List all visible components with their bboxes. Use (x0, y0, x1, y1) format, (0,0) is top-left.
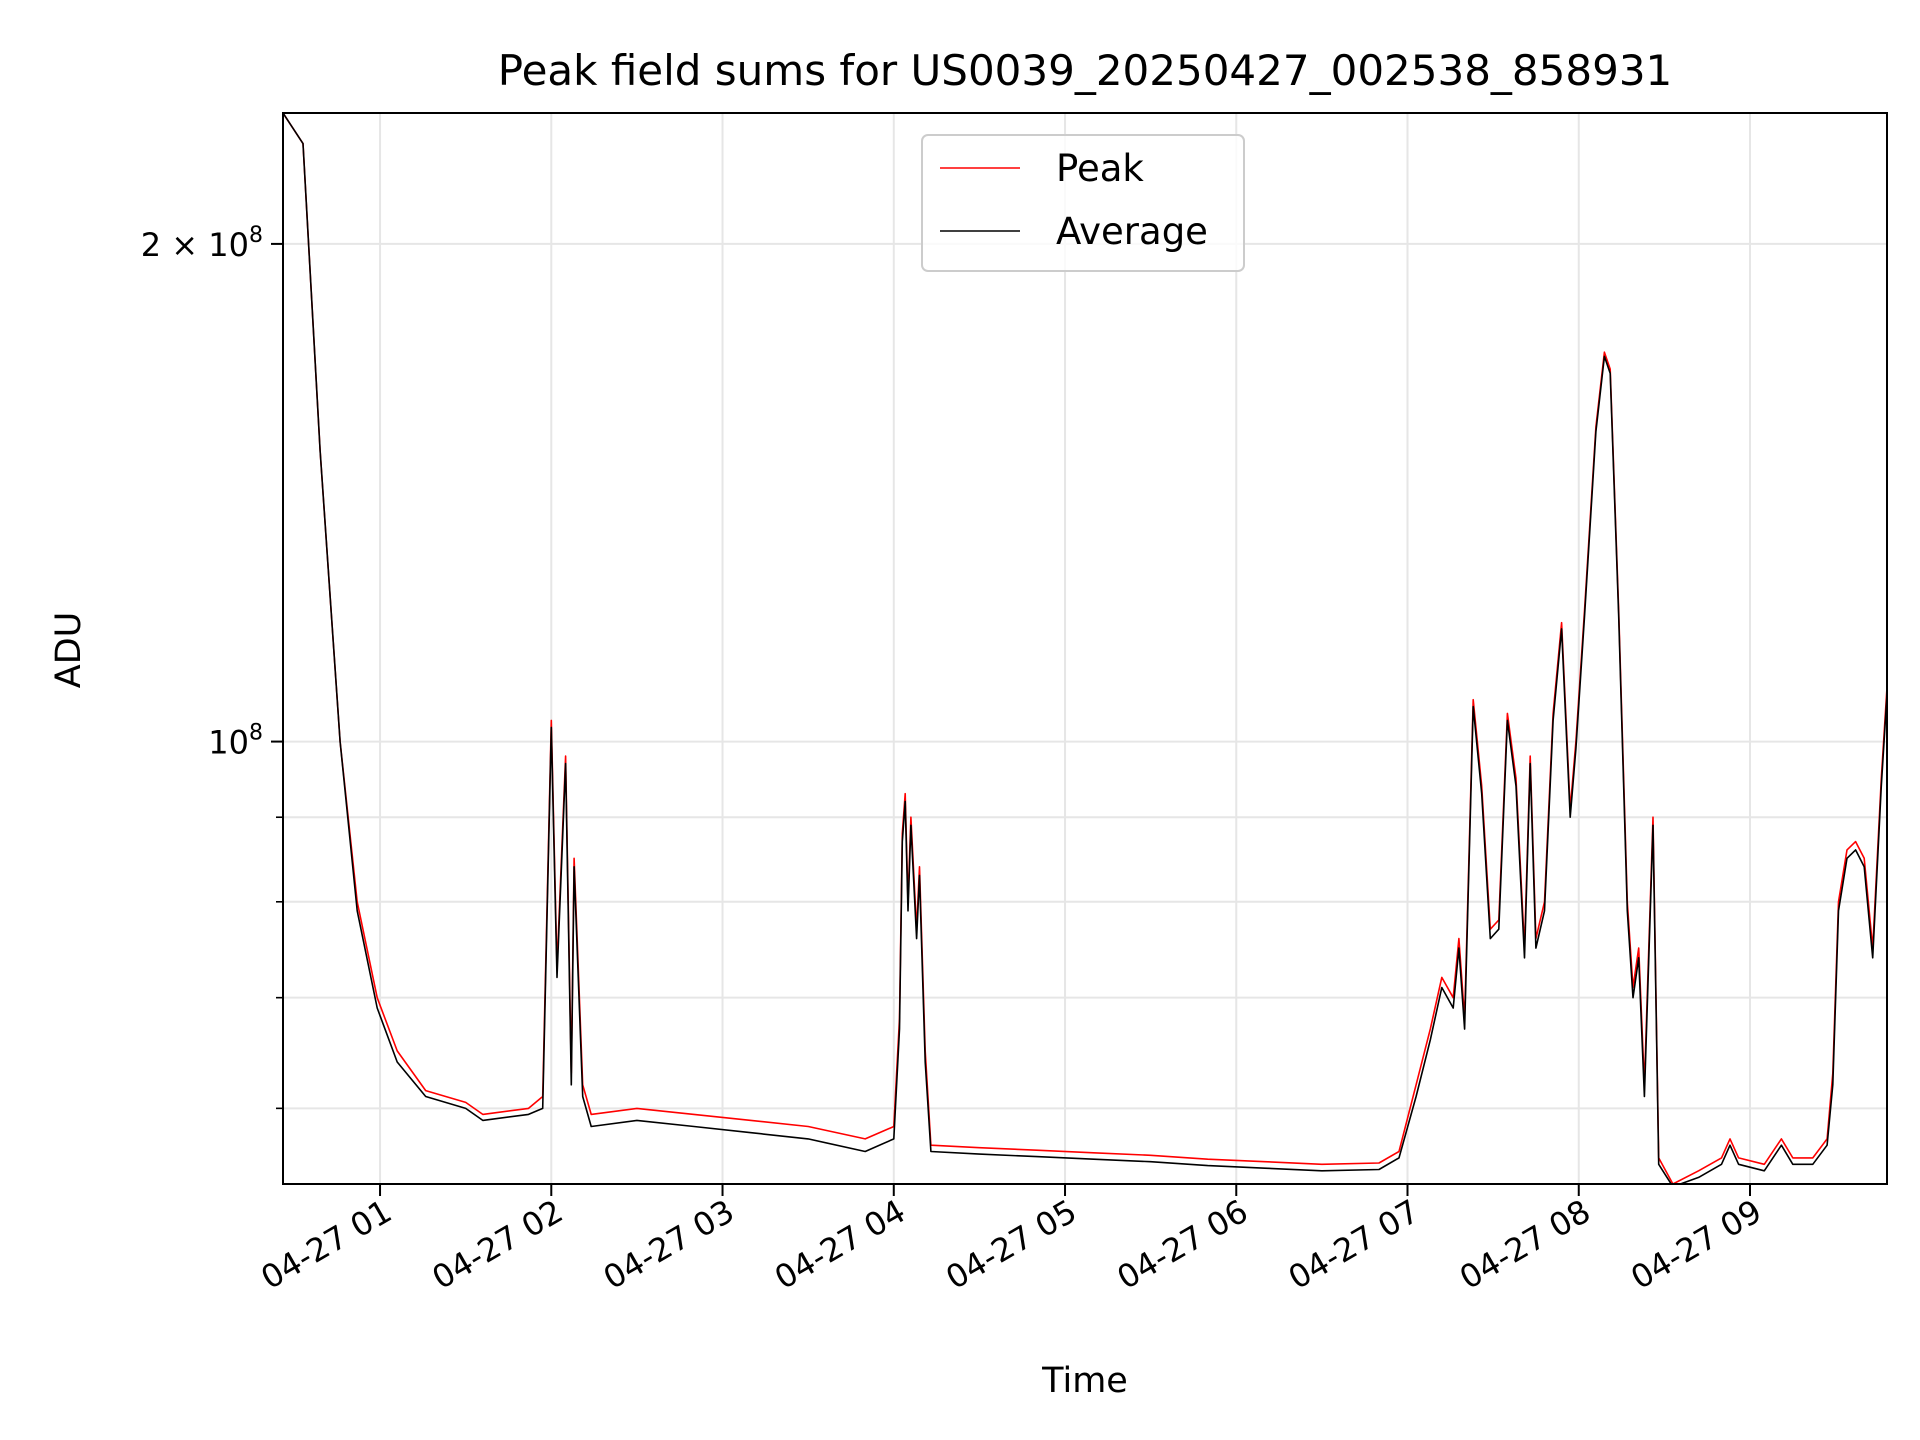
x-axis-label: Time (1041, 1361, 1128, 1401)
legend-average-label: Average (1056, 210, 1208, 253)
y-tick-base: 10 (208, 724, 249, 762)
y-tick-mantissa: 2 × (141, 226, 209, 264)
y-tick-label: 2 × 108 (141, 223, 263, 264)
y-tick-exponent: 8 (249, 721, 263, 746)
legend-peak-label: Peak (1056, 147, 1144, 190)
legend: Peak Average (921, 134, 1245, 272)
legend-box (921, 134, 1245, 272)
series-layer (283, 113, 1887, 1184)
y-tick-base: 10 (208, 226, 249, 264)
y-tick-exponent: 8 (249, 223, 263, 248)
series-line-average (283, 113, 1887, 1184)
y-tick-label: 108 (208, 721, 263, 762)
grid (283, 113, 1887, 1184)
y-axis-label: ADU (49, 612, 89, 689)
chart-title: Peak field sums for US0039_20250427_0025… (498, 46, 1673, 95)
plot-frame (282, 112, 1888, 1185)
